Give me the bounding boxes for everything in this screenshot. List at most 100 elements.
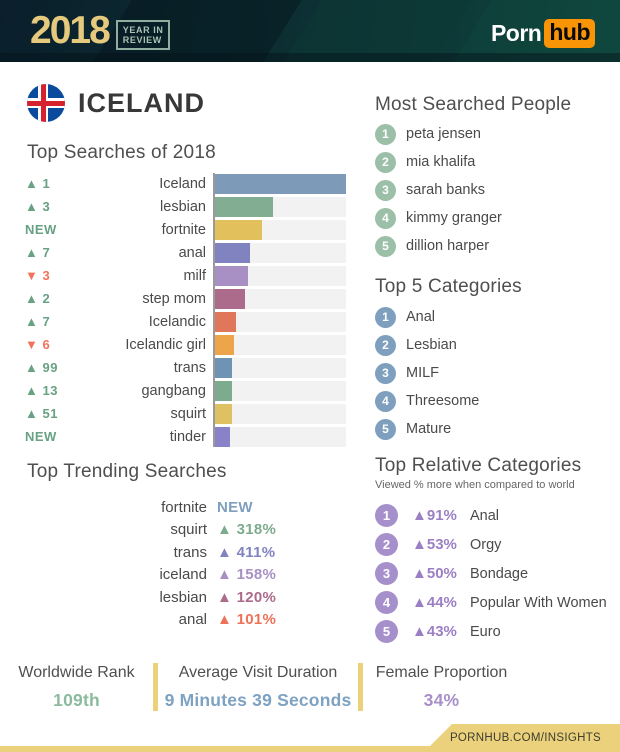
chart-row: ▲ 2 step mom (25, 287, 346, 310)
relative-change: ▲43% (412, 623, 457, 640)
stat-separator (358, 663, 363, 711)
categories-list: 1 Anal 2 Lesbian 3 MILF 4 Threesome 5 Ma… (375, 303, 479, 443)
rank-circle: 3 (375, 562, 398, 585)
category-name: Threesome (406, 393, 480, 409)
rank-change: ▲ 3 (25, 199, 51, 214)
country-title: ICELAND (78, 87, 205, 118)
search-term: Icelandic girl (125, 336, 206, 353)
stats-row: Worldwide Rank 109th Average Visit Durat… (0, 663, 620, 713)
bar (215, 403, 232, 424)
bar (215, 242, 250, 263)
rank-circle: 5 (375, 620, 398, 643)
rank-circle: 1 (375, 123, 396, 145)
search-term: Iceland (159, 175, 206, 192)
year-in-review-logo: 2018 YEAR IN REVIEW (30, 9, 171, 52)
stat-worldwide-rank: Worldwide Rank 109th (0, 663, 153, 713)
rank-circle: 2 (375, 533, 398, 556)
list-item: 2 ▲53% Orgy (375, 530, 607, 559)
iceland-flag-icon (27, 84, 65, 122)
relative-change: ▲91% (412, 507, 457, 524)
categories-title: Top 5 Categories (375, 276, 522, 297)
trending-change: ▲ 120% (217, 588, 277, 606)
top-searches-chart: ▲ 1 Iceland ▲ 3 lesbian NEW fortnite ▲ 7… (25, 172, 346, 448)
rank-change: ▼ 6 (25, 337, 51, 352)
list-item: 4 Threesome (375, 387, 479, 415)
bar-track (215, 334, 346, 355)
stat-female-proportion: Female Proportion 34% (363, 663, 520, 713)
trending-row: iceland ▲ 158% (25, 564, 346, 587)
people-list: 1 peta jensen 2 mia khalifa 3 sarah bank… (375, 120, 502, 260)
chart-row: ▲ 3 lesbian (25, 195, 346, 218)
trending-term: iceland (159, 566, 207, 584)
relative-category-name: Popular With Women (470, 594, 607, 611)
list-item: 5 Mature (375, 415, 479, 443)
relative-list: 1 ▲91% Anal 2 ▲53% Orgy 3 ▲50% Bondage 4… (375, 501, 607, 646)
trending-row: lesbian ▲ 120% (25, 586, 346, 609)
stat-separator (153, 663, 158, 711)
relative-category-name: Orgy (470, 536, 502, 553)
bar (215, 196, 274, 217)
rank-change: NEW (25, 429, 57, 444)
bar (215, 219, 262, 240)
header: 2018 YEAR IN REVIEW Porn hub (0, 0, 620, 62)
rank-circle: 3 (375, 362, 396, 384)
stat-value: 109th (53, 690, 100, 710)
trending-change: ▲ 158% (217, 566, 277, 584)
bar-track (215, 288, 346, 309)
rank-circle: 3 (375, 179, 396, 201)
pornhub-logo-hub: hub (544, 19, 595, 48)
list-item: 3 ▲50% Bondage (375, 559, 607, 588)
bar-track (215, 426, 346, 447)
search-term: squirt (170, 405, 206, 422)
list-item: 1 peta jensen (375, 120, 502, 148)
rank-circle: 4 (375, 207, 396, 229)
bar-track (215, 196, 346, 217)
year-in-review-badge: YEAR IN REVIEW (115, 20, 171, 50)
list-item: 5 ▲43% Euro (375, 617, 607, 646)
chart-row: NEW tinder (25, 425, 346, 448)
stat-average-visit-duration: Average Visit Duration 9 Minutes 39 Seco… (158, 663, 358, 713)
search-term: fortnite (161, 221, 206, 238)
bar (215, 334, 234, 355)
trending-change: ▲ 318% (217, 521, 277, 539)
list-item: 2 mia khalifa (375, 148, 502, 176)
trending-term: trans (173, 543, 207, 561)
rank-circle: 2 (375, 334, 396, 356)
rank-circle: 1 (375, 504, 398, 527)
footer-strip (0, 746, 620, 752)
rank-change: ▲ 51 (25, 406, 58, 421)
footer-url: PORNHUB.COM/INSIGHTS (449, 732, 601, 744)
rank-circle: 4 (375, 390, 396, 412)
bar-track (215, 242, 346, 263)
relative-change: ▲50% (412, 565, 457, 582)
rank-change: ▲ 7 (25, 245, 51, 260)
relative-category-name: Bondage (470, 565, 529, 582)
rank-circle: 1 (375, 306, 396, 328)
chart-row: ▲ 99 trans (25, 356, 346, 379)
bar-track (215, 357, 346, 378)
bar-track (215, 403, 346, 424)
people-title: Most Searched People (375, 94, 572, 115)
bar-track (215, 311, 346, 332)
person-name: mia khalifa (406, 154, 476, 170)
chart-axis (213, 173, 215, 447)
top-searches-title: Top Searches of 2018 (27, 142, 216, 163)
chart-row: ▼ 3 milf (25, 264, 346, 287)
trending-term: squirt (170, 521, 207, 539)
list-item: 1 Anal (375, 303, 479, 331)
rank-change: ▲ 99 (25, 360, 58, 375)
trending-row: trans ▲ 411% (25, 541, 346, 564)
badge-line1: YEAR IN (122, 25, 164, 35)
list-item: 2 Lesbian (375, 331, 479, 359)
trending-row: squirt ▲ 318% (25, 519, 346, 542)
list-item: 4 kimmy granger (375, 204, 502, 232)
trending-term: lesbian (159, 588, 207, 606)
footer-tab: PORNHUB.COM/INSIGHTS (424, 724, 620, 752)
year-text: 2018 (30, 9, 111, 52)
person-name: sarah banks (406, 182, 485, 198)
rank-circle: 5 (375, 418, 396, 440)
list-item: 3 MILF (375, 359, 479, 387)
rank-change: ▲ 1 (25, 176, 51, 191)
bar (215, 265, 249, 286)
rank-change: ▲ 7 (25, 314, 51, 329)
